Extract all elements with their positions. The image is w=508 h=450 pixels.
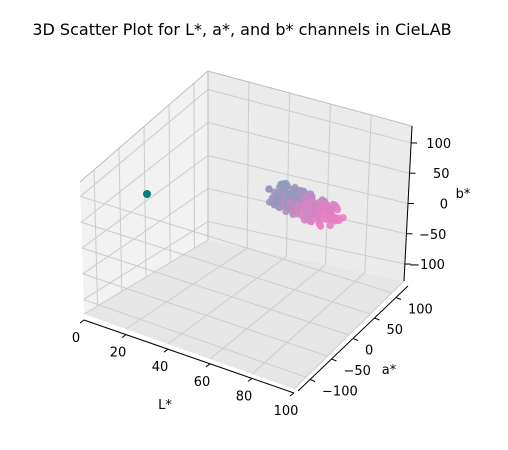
grid-line-y	[81, 221, 371, 315]
z-ticks: −100 −50 0 50 100	[404, 137, 451, 273]
y-tick-label: 0	[365, 344, 373, 359]
scatter-point-cloud	[274, 192, 282, 200]
grid-line-y	[83, 299, 307, 378]
y-ticks: −100 −50 0 50 100	[309, 297, 433, 400]
z-tick-label: −50	[419, 228, 446, 243]
scatter-point-cloud	[317, 222, 325, 230]
z-axis-label: b*	[456, 187, 471, 202]
z-tick-label: 100	[426, 137, 451, 152]
y-tick-mark	[352, 338, 359, 341]
y-tick-label: −100	[322, 385, 358, 400]
x-tick-label: 80	[236, 389, 253, 404]
scatter-point-cloud	[314, 216, 322, 224]
scatter-point-cloud	[301, 216, 309, 224]
scatter-point-cloud	[299, 203, 307, 211]
x-tick-mark	[121, 334, 127, 339]
scatter-point-cloud	[309, 205, 317, 213]
y-axis-label: a*	[382, 363, 397, 378]
scatter-point-cloud	[293, 195, 301, 203]
scatter-point-cloud	[298, 188, 306, 196]
scatter-point-cloud	[293, 201, 301, 209]
data-points	[143, 179, 347, 230]
pane-floor	[84, 240, 404, 389]
scatter-point-cloud	[329, 214, 337, 222]
scatter-point-cloud	[323, 213, 331, 221]
y-tick-mark	[395, 297, 402, 300]
chart-title: 3D Scatter Plot for L*, a*, and b* chann…	[32, 20, 451, 39]
scatter-point-cloud	[268, 194, 276, 202]
x-axis-label: L*	[158, 398, 172, 413]
scatter-point-cloud	[330, 203, 338, 211]
scatter-point-cloud	[306, 190, 314, 198]
grid-line-x	[167, 255, 287, 345]
scatter-point-cloud	[265, 185, 273, 193]
scatter-point-cloud	[326, 221, 334, 230]
y-tick-label: 50	[386, 323, 403, 338]
x-tick-mark	[79, 319, 85, 324]
grid-line-x	[209, 264, 326, 360]
y-tick-mark	[374, 317, 380, 321]
grid-line-y	[80, 195, 393, 294]
scatter-point-cloud	[288, 189, 296, 197]
y-tick-label: 100	[408, 302, 433, 317]
z-tick-label: 0	[440, 198, 448, 213]
x-tick-mark	[247, 377, 253, 382]
scatter-point-cloud	[316, 205, 324, 213]
z-tick-label: 50	[433, 167, 450, 182]
y-tick-label: −50	[344, 364, 371, 379]
grid-line-y	[81, 247, 350, 336]
y-tick-mark	[309, 379, 316, 382]
scatter-point-cloud	[293, 210, 301, 218]
x-tick-mark	[289, 392, 295, 397]
scatter-point-cloud	[286, 199, 294, 207]
grid-line-y	[82, 273, 328, 357]
z-tick-label: −100	[409, 258, 445, 273]
x-tick-mark	[205, 363, 211, 368]
y-tick-mark	[331, 358, 337, 362]
scatter-point-cloud	[320, 197, 328, 205]
x-tick-label: 60	[194, 375, 211, 390]
x-ticks: 0 20 40 60 80 100	[72, 319, 299, 419]
x-tick-label: 0	[72, 331, 80, 346]
pane-back	[208, 71, 412, 281]
x-tick-label: 40	[152, 360, 169, 375]
scatter-point-cloud	[308, 211, 317, 219]
x-tick-label: 20	[110, 346, 127, 361]
x-tick-label: 100	[274, 404, 299, 419]
grid-line-x	[251, 272, 366, 375]
scatter-point-cloud	[280, 186, 288, 194]
scatter-point-cloud	[305, 199, 313, 207]
x-axis-line	[83, 319, 295, 394]
scatter-point-teal	[143, 190, 151, 198]
grid-line-x	[125, 247, 248, 330]
scatter-point-cloud	[274, 198, 282, 207]
x-tick-mark	[163, 348, 169, 353]
